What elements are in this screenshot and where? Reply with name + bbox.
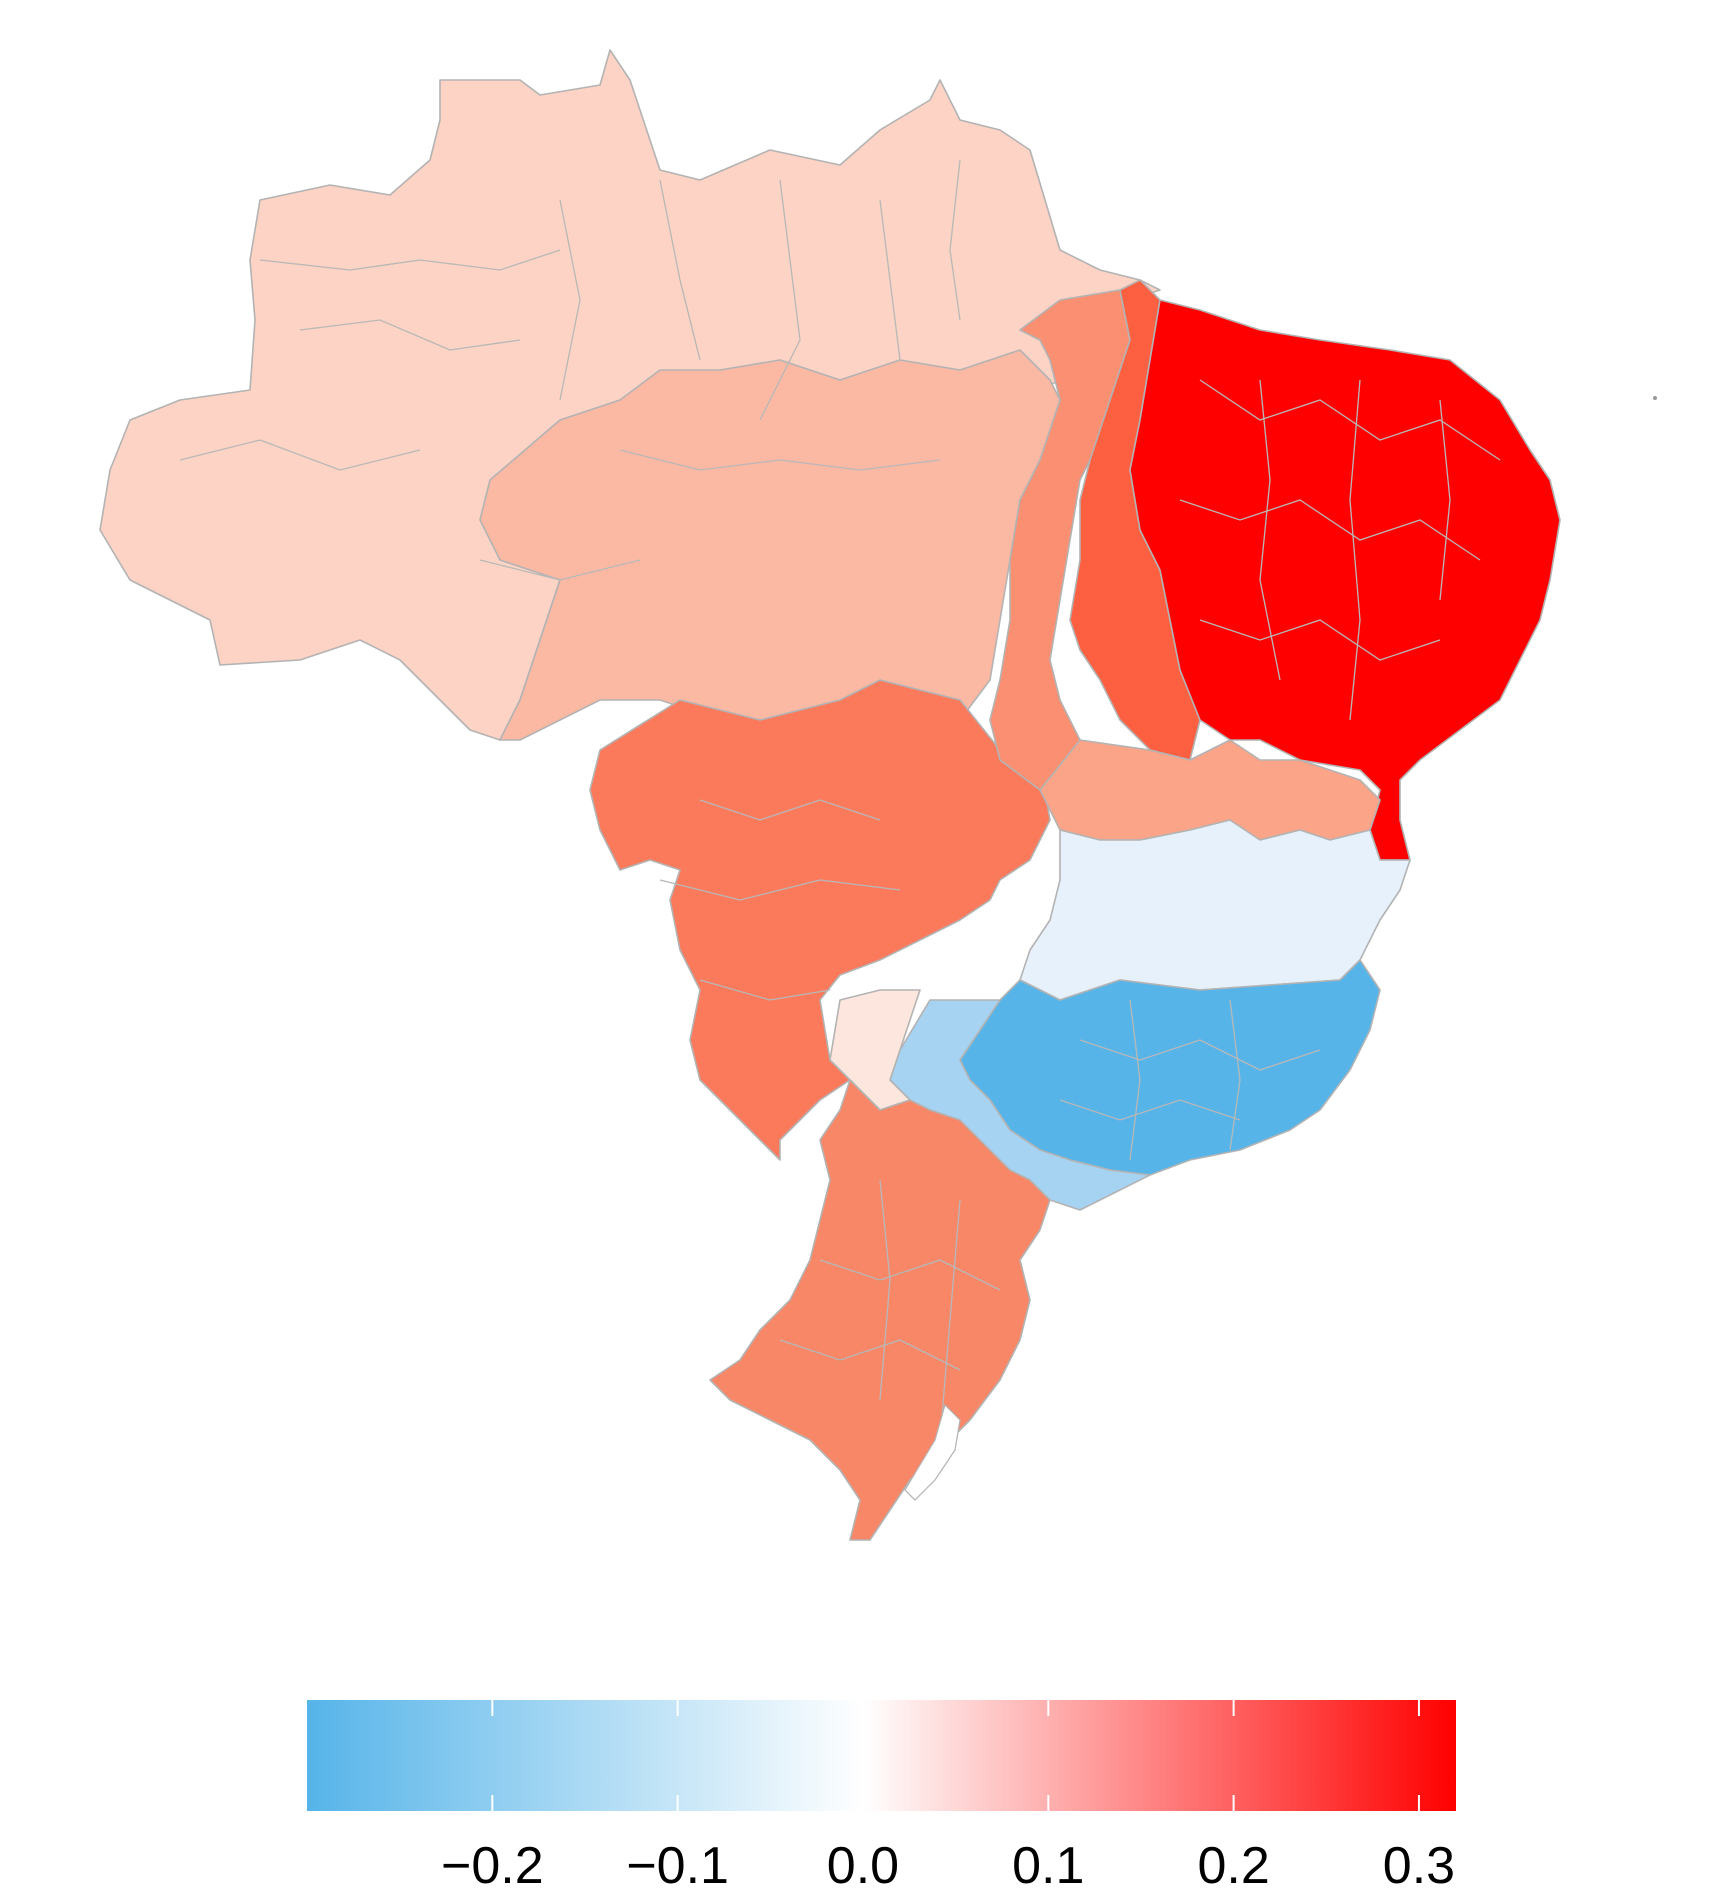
lagoa-dos-patos bbox=[904, 1403, 961, 1501]
legend-tick-label: 0.3 bbox=[1382, 1837, 1456, 1895]
color-legend bbox=[0, 1680, 1712, 1893]
region-bahia-south bbox=[1019, 819, 1411, 1001]
region-center-west bbox=[589, 679, 1051, 1161]
internal-borders bbox=[179, 159, 1501, 1441]
legend-ticks bbox=[491, 1700, 1420, 1811]
legend-tick-label: 0.0 bbox=[826, 1837, 900, 1895]
region-south bbox=[709, 1079, 1051, 1541]
fernando-de-noronha bbox=[1653, 396, 1657, 400]
legend-tick-label: 0.1 bbox=[1012, 1837, 1085, 1895]
map-svg bbox=[99, 49, 1657, 1541]
legend-tick-label: −0.2 bbox=[440, 1837, 544, 1895]
region-northeast bbox=[1129, 299, 1561, 861]
region-center-west-north bbox=[479, 349, 1061, 751]
legend-tick-label: −0.1 bbox=[626, 1837, 729, 1895]
legend-tick-label: 0.2 bbox=[1197, 1837, 1270, 1895]
legend-svg bbox=[307, 1700, 1456, 1811]
legend-colorbar bbox=[307, 1700, 1456, 1811]
region-mato-grosso-sul bbox=[829, 989, 921, 1111]
brazil-map bbox=[99, 49, 1657, 1541]
